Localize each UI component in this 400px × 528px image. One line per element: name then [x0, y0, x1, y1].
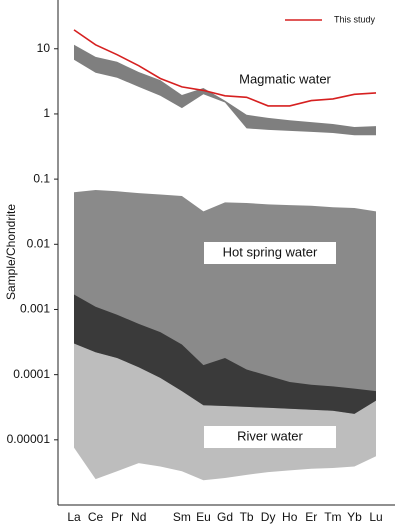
band-label: River water [237, 428, 303, 443]
band-area [74, 44, 376, 136]
series-line [73, 29, 377, 107]
x-tick-label: Nd [131, 510, 146, 524]
x-tick-label: Sm [173, 510, 191, 524]
x-tick-label: Ho [282, 510, 298, 524]
label-box [204, 242, 336, 264]
band-label: Magmatic water [239, 71, 331, 86]
label-box [204, 426, 336, 448]
band-overlap [74, 294, 376, 414]
x-tick-label: Pr [111, 510, 123, 524]
y-tick-label: 0.00001 [7, 432, 51, 446]
y-tick-label: 0.001 [20, 302, 50, 316]
y-tick-label: 0.1 [33, 171, 50, 185]
x-tick-label: Tm [324, 510, 341, 524]
y-tick-label: 1 [43, 106, 50, 120]
y-tick-label: 10 [37, 41, 51, 55]
x-tick-label: Ce [88, 510, 104, 524]
legend-label: This study [334, 14, 376, 24]
y-axis-label: Sample/Chondrite [4, 204, 18, 300]
y-tick-label: 0.01 [27, 236, 51, 250]
x-tick-label: La [67, 510, 81, 524]
x-tick-label: Lu [369, 510, 382, 524]
x-tick-label: Tb [240, 510, 254, 524]
band-label: Hot spring water [223, 244, 318, 259]
x-tick-label: Yb [347, 510, 362, 524]
x-tick-label: Dy [261, 510, 276, 524]
x-tick-label: Er [305, 510, 317, 524]
x-tick-label: Gd [217, 510, 233, 524]
x-tick-label: Eu [196, 510, 211, 524]
y-tick-label: 0.0001 [13, 367, 50, 381]
